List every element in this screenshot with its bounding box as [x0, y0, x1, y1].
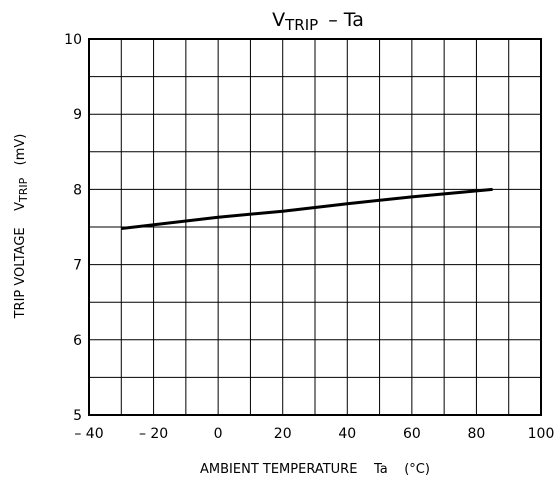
x-tick-label: – 40	[74, 426, 103, 442]
x-axis-ticks: – 40 – 20 0 20 40 60 80 100	[74, 426, 554, 442]
x-tick-label: 0	[214, 426, 223, 442]
x-tick-label: 20	[274, 426, 292, 442]
x-tick-label: – 20	[139, 426, 168, 442]
y-tick-label: 7	[73, 258, 82, 274]
series-layer	[121, 187, 493, 230]
series-line-1	[121, 187, 493, 230]
plot-border	[88, 38, 542, 416]
y-tick-label: 10	[64, 32, 82, 48]
x-tick-label: 80	[468, 426, 486, 442]
plot-frame	[88, 38, 542, 416]
y-axis-label: TRIP VOLTAGE VTRIP (mV)	[13, 134, 30, 320]
y-tick-label: 6	[73, 333, 82, 349]
y-tick-label: 9	[73, 107, 82, 123]
x-tick-label: 60	[403, 426, 421, 442]
y-tick-label: 8	[73, 182, 82, 198]
x-axis-label: AMBIENT TEMPERATURE Ta (°C)	[200, 462, 430, 477]
x-tick-label: 100	[528, 426, 555, 442]
y-axis-ticks: 5 6 7 8 9 10	[64, 32, 82, 424]
y-tick-label: 5	[73, 408, 82, 424]
x-tick-label: 40	[338, 426, 356, 442]
chart-title: VTRIP – Ta	[272, 9, 364, 34]
grid	[89, 39, 541, 415]
